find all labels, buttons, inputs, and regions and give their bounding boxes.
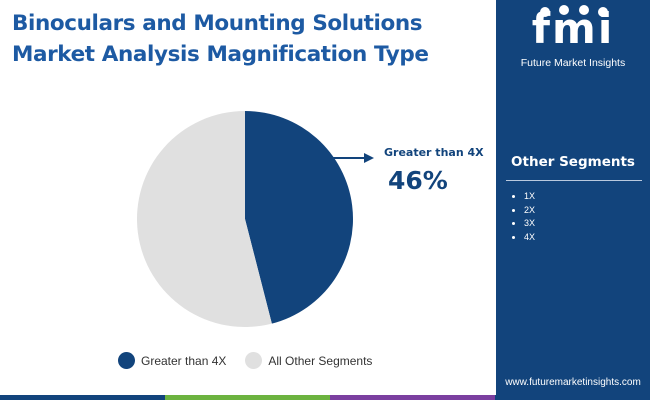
segment-item-2x: 2X (510, 204, 535, 218)
bottom-bar-segment-blue (0, 395, 165, 400)
divider (506, 180, 642, 181)
website-url[interactable]: www.futuremarketinsights.com (505, 377, 641, 388)
legend-swatch-all-other-segments (245, 352, 263, 369)
callout-label: Greater than 4X (384, 146, 484, 159)
pie-slice-all-other-segments (137, 111, 272, 328)
other-segments-heading: Other Segments (511, 154, 635, 170)
sidebar-panel: fmi Future Market Insights Other Segment… (496, 0, 650, 395)
logo-icons (540, 5, 608, 17)
bottom-color-bar (0, 395, 650, 400)
legend-label: Greater than 4X (141, 353, 227, 368)
pie-slice-greater-than-4x (245, 111, 354, 324)
logo-text: fmi (531, 4, 615, 53)
bottom-bar-segment-green (165, 395, 330, 400)
page-title: Binoculars and Mounting Solutions Market… (12, 11, 429, 67)
callout-value: 46% (388, 166, 448, 195)
legend-item-greater-than-4x: Greater than 4X (118, 352, 226, 369)
logo-subtitle: Future Market Insights (520, 57, 626, 69)
bottom-bar-segment-navy (495, 395, 650, 400)
pie-chart (137, 111, 374, 328)
chart-legend: Greater than 4X All Other Segments (118, 352, 391, 369)
callout-arrow-head (364, 153, 374, 163)
segment-item-1x: 1X (510, 190, 535, 204)
segment-item-4x: 4X (510, 231, 535, 245)
legend-label: All Other Segments (268, 353, 373, 368)
bottom-bar-segment-purple (330, 395, 495, 400)
fmi-logo: fmi Future Market Insights (496, 0, 650, 78)
legend-swatch-greater-than-4x (118, 352, 135, 369)
segment-item-3x: 3X (510, 217, 535, 231)
segment-list: 1X 2X 3X 4X (510, 190, 535, 244)
legend-item-all-other-segments: All Other Segments (245, 352, 372, 369)
